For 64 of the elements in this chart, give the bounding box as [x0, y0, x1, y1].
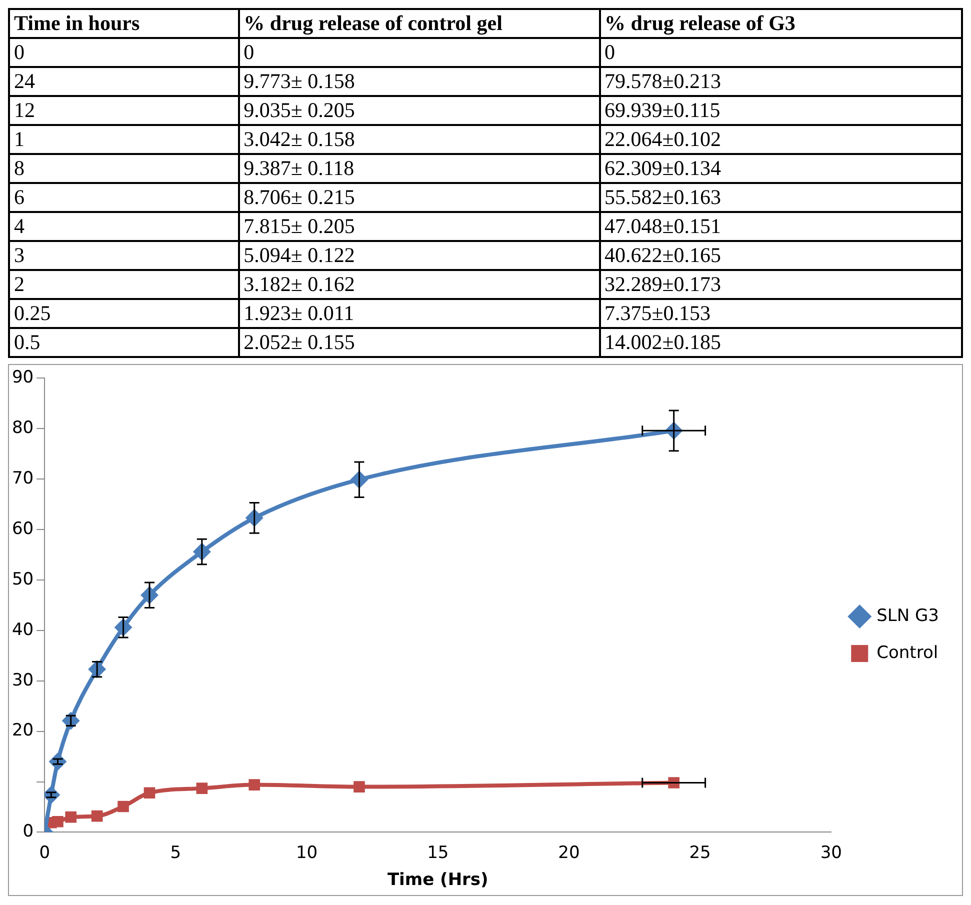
point: [144, 787, 156, 799]
point: [118, 800, 129, 812]
text: Time in hours: [9, 9, 239, 38]
y-tick-label: 30: [12, 670, 34, 690]
text: 55.582±0.163: [600, 183, 962, 212]
y-tick-label: 50: [12, 569, 34, 590]
text: 4: [9, 212, 239, 241]
text: 79.578±0.213: [600, 67, 962, 96]
text: 1.923± 0.011: [238, 299, 600, 328]
text: 8: [9, 154, 239, 183]
text: 1: [9, 125, 239, 154]
x-tick-label: 0: [39, 842, 50, 863]
text: 2: [9, 270, 239, 299]
x-tick-label: 25: [689, 842, 711, 863]
y-tick-label: 70: [12, 468, 34, 489]
text: 12: [9, 96, 239, 125]
text: 5.094± 0.122: [238, 241, 600, 270]
x-tick-label: 30: [820, 842, 842, 863]
x-axis-title: Time (Hrs): [387, 870, 488, 890]
text: 7.815± 0.205: [238, 212, 600, 241]
y-tick-label: 20: [12, 720, 34, 741]
x-tick-label: 5: [170, 842, 182, 863]
text: % drug release of G3: [600, 9, 962, 38]
y-tick-label: 90: [12, 368, 34, 388]
y-tick-label: 80: [12, 418, 34, 438]
text: 6: [9, 183, 239, 212]
text: % drug release of control gel: [238, 9, 600, 38]
text: 0.5: [9, 328, 239, 357]
text: 62.309±0.134: [600, 154, 962, 183]
point: [62, 712, 80, 730]
point: [88, 660, 106, 678]
point: [91, 810, 103, 822]
text: 9.773± 0.158: [238, 67, 600, 96]
text: 32.289±0.173: [600, 270, 962, 299]
point: [196, 782, 208, 794]
text: 2.052± 0.155: [238, 328, 600, 357]
text: 9.035± 0.205: [238, 96, 600, 125]
y-tick-label: 40: [12, 620, 34, 640]
text: 3.182± 0.162: [238, 270, 600, 299]
point: [65, 811, 77, 823]
point: [52, 816, 64, 828]
y-tick-label: 60: [12, 518, 34, 539]
text: 69.939±0.115: [600, 96, 962, 125]
text: 9.387± 0.118: [238, 154, 600, 183]
text: 0.25: [9, 299, 239, 328]
text: 3: [9, 241, 239, 270]
x-tick-label: 15: [427, 842, 449, 863]
text: 7.375±0.153: [600, 299, 962, 328]
y-tick-label: 0: [22, 822, 34, 842]
point: [248, 779, 260, 790]
x-tick-label: 10: [296, 842, 318, 863]
text: 0: [238, 38, 600, 67]
text: 22.064±0.102: [600, 125, 962, 154]
text: 40.622±0.165: [600, 241, 962, 270]
text: 0: [600, 38, 962, 67]
legend-label: SLN G3: [876, 606, 940, 626]
text: 14.002±0.185: [600, 328, 962, 357]
legend-label: Control: [876, 642, 938, 663]
point: [354, 781, 365, 792]
text: 24: [9, 67, 239, 96]
text: 47.048±0.151: [600, 212, 962, 241]
text: 8.706± 0.215: [238, 183, 600, 212]
x-tick-label: 20: [558, 842, 580, 863]
text: 3.042± 0.158: [238, 125, 600, 154]
